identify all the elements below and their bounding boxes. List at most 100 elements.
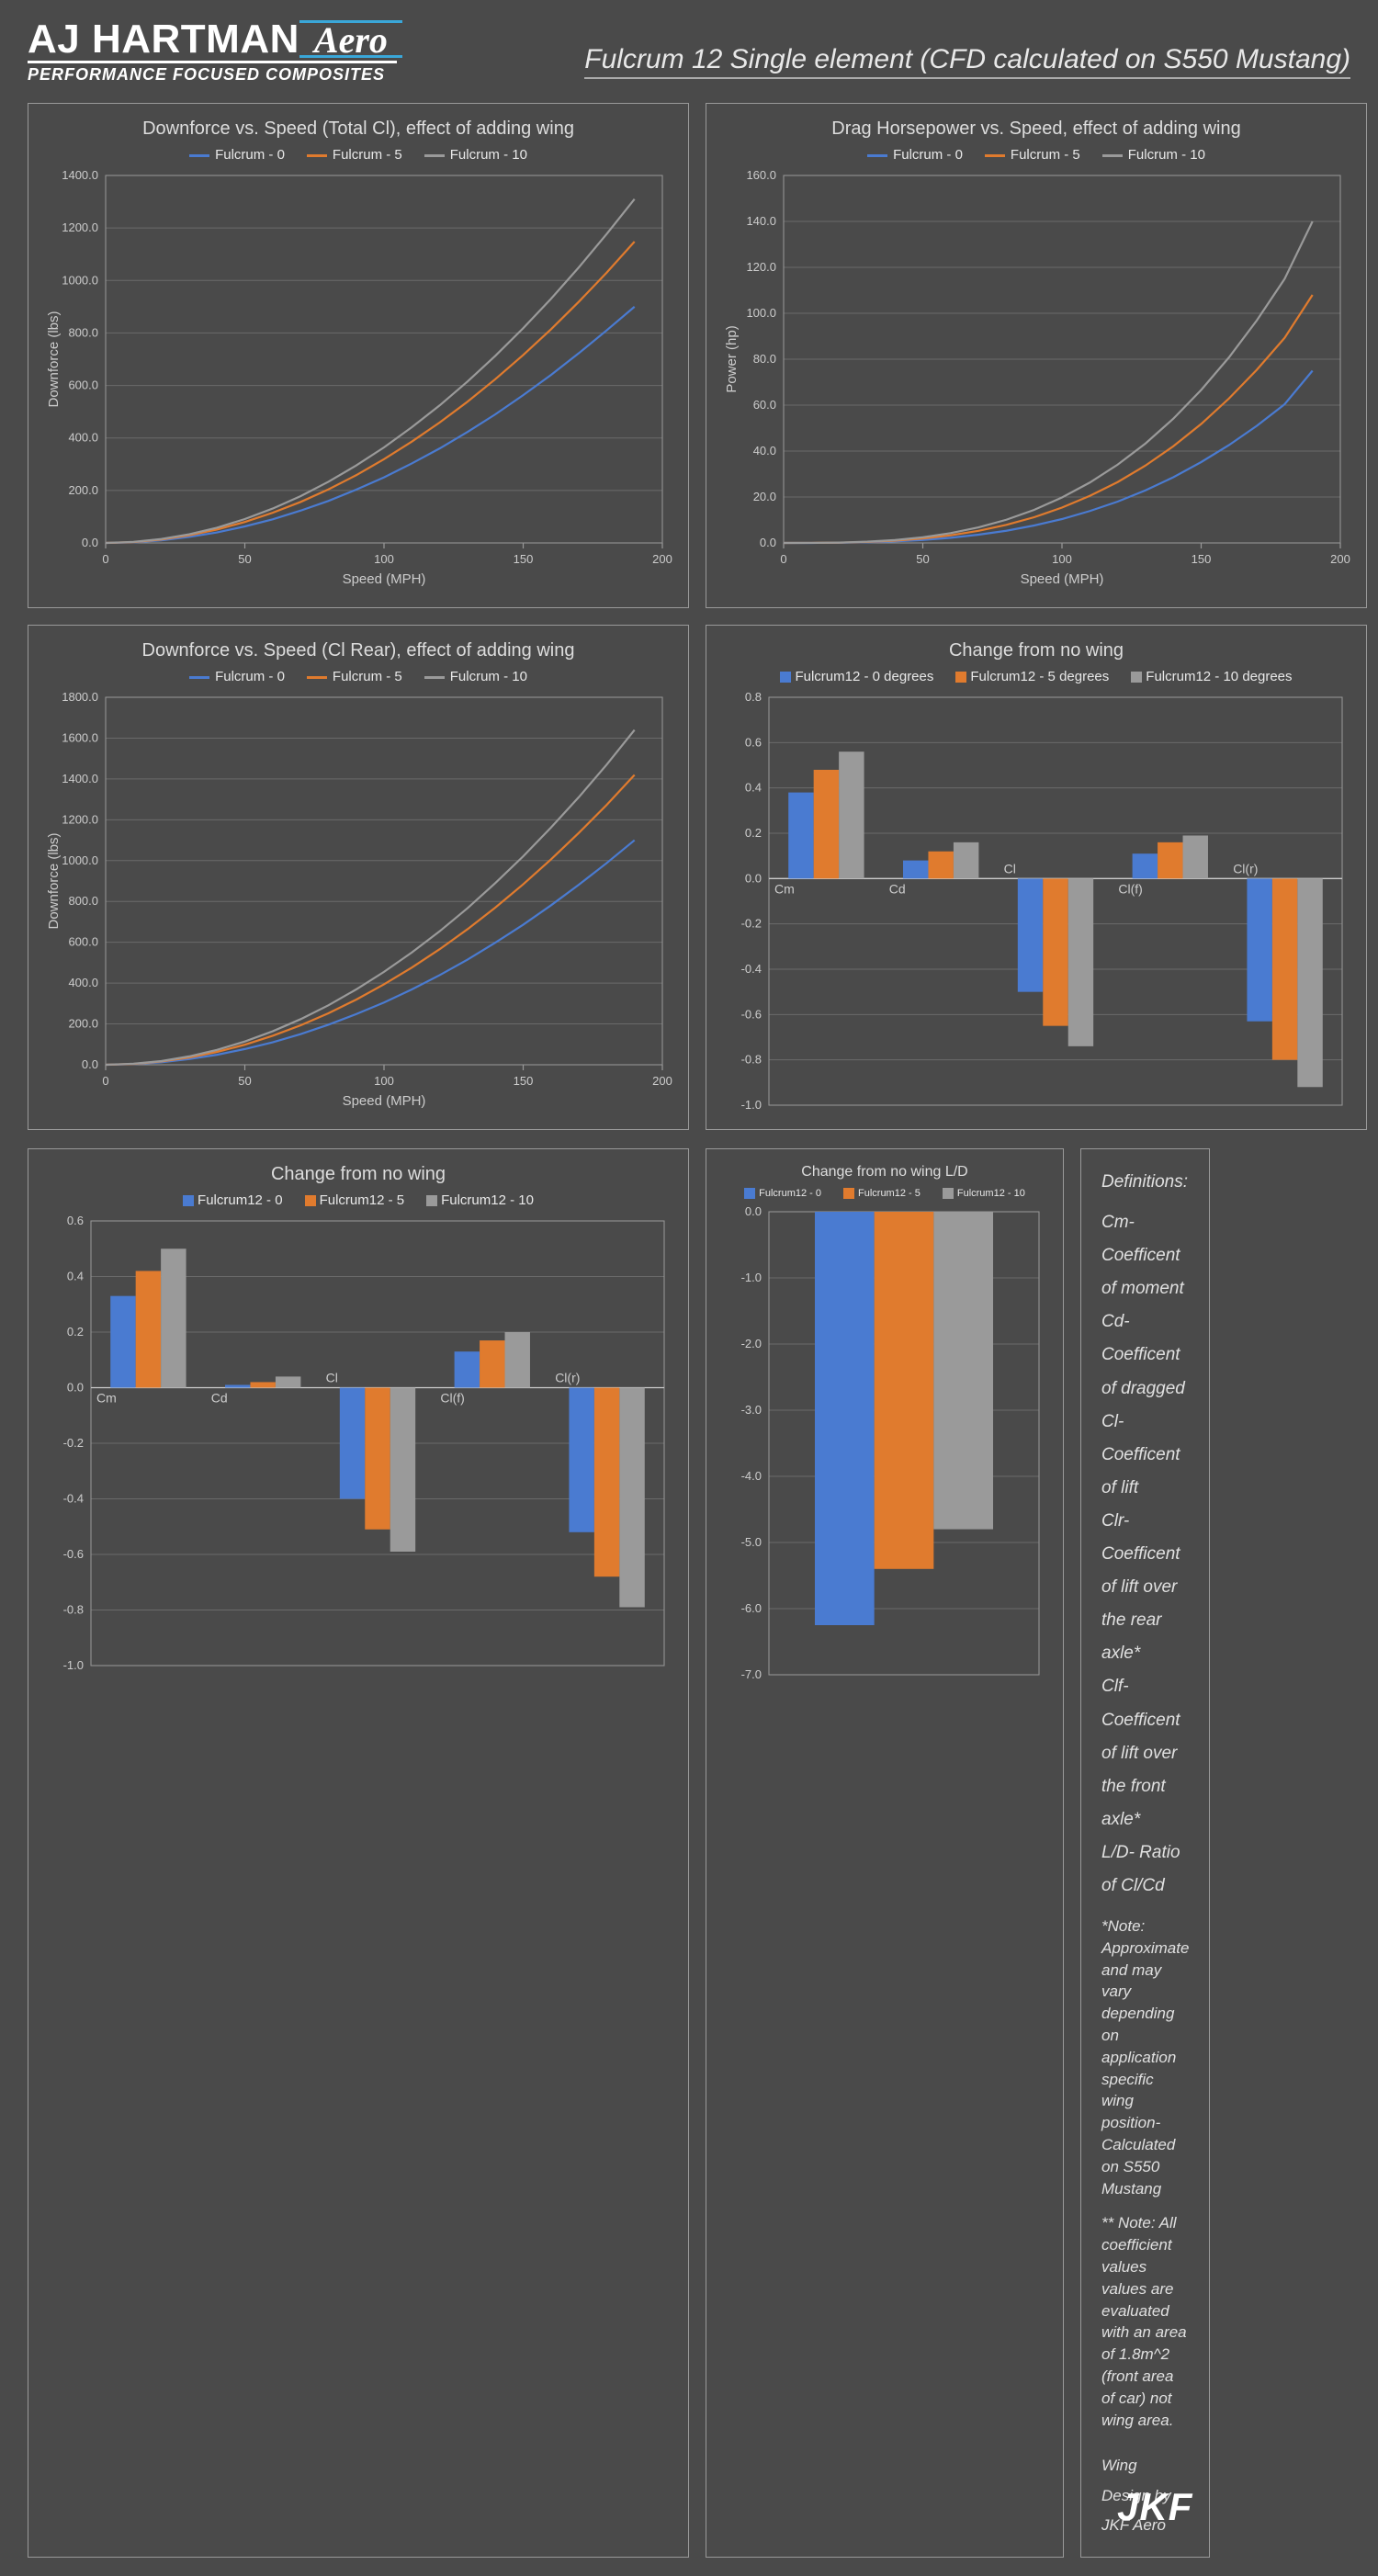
svg-text:40.0: 40.0 [753, 444, 776, 458]
svg-text:200: 200 [652, 1074, 672, 1088]
svg-text:0: 0 [102, 1074, 108, 1088]
svg-text:Cl(r): Cl(r) [1233, 861, 1258, 876]
chart-title: Change from no wing [719, 640, 1353, 661]
svg-text:200: 200 [1330, 552, 1350, 566]
svg-text:Cl: Cl [1004, 861, 1016, 876]
svg-text:0.2: 0.2 [67, 1325, 84, 1339]
svg-text:Speed (MPH): Speed (MPH) [343, 571, 426, 587]
svg-text:80.0: 80.0 [753, 352, 776, 366]
svg-text:20.0: 20.0 [753, 490, 776, 503]
svg-text:Cl(f): Cl(f) [1118, 881, 1142, 896]
svg-text:160.0: 160.0 [746, 170, 776, 182]
svg-text:0.4: 0.4 [67, 1270, 84, 1283]
svg-text:800.0: 800.0 [68, 894, 98, 908]
svg-text:Cl(r): Cl(r) [555, 1371, 580, 1385]
svg-text:-0.2: -0.2 [741, 917, 762, 931]
svg-text:150: 150 [514, 1074, 534, 1088]
svg-text:0.0: 0.0 [745, 1206, 762, 1218]
chart-legend: Fulcrum - 0Fulcrum - 5Fulcrum - 10 [41, 147, 675, 163]
svg-text:-4.0: -4.0 [741, 1469, 762, 1483]
chart-legend: Fulcrum - 0Fulcrum - 5Fulcrum - 10 [719, 147, 1353, 163]
svg-text:1000.0: 1000.0 [62, 853, 98, 867]
svg-text:-1.0: -1.0 [741, 1271, 762, 1284]
svg-text:-0.6: -0.6 [63, 1547, 84, 1561]
svg-text:600.0: 600.0 [68, 935, 98, 949]
svg-text:400.0: 400.0 [68, 431, 98, 445]
svg-text:0.2: 0.2 [745, 826, 762, 840]
chart-legend: Fulcrum12 - 0Fulcrum12 - 5Fulcrum12 - 10 [719, 1188, 1050, 1199]
svg-text:-1.0: -1.0 [741, 1098, 762, 1112]
definition-item: Clr- Coefficent of lift over the rear ax… [1101, 1505, 1189, 1670]
svg-text:1400.0: 1400.0 [62, 170, 98, 182]
svg-text:200: 200 [652, 552, 672, 566]
svg-text:Speed (MPH): Speed (MPH) [343, 1093, 426, 1109]
svg-text:0.0: 0.0 [82, 1057, 98, 1071]
svg-text:1800.0: 1800.0 [62, 692, 98, 704]
svg-text:-0.2: -0.2 [63, 1436, 84, 1450]
logo-sub: PERFORMANCE FOCUSED COMPOSITES [28, 61, 397, 85]
svg-text:-6.0: -6.0 [741, 1601, 762, 1615]
svg-text:-3.0: -3.0 [741, 1403, 762, 1417]
chart-drag-hp: Drag Horsepower vs. Speed, effect of add… [706, 103, 1367, 608]
svg-text:Cd: Cd [211, 1391, 228, 1406]
definitions-heading: Definitions: [1101, 1166, 1189, 1199]
definition-item: Cd- Coefficent of dragged [1101, 1305, 1189, 1405]
definitions-note-2: ** Note: All coefficient values values a… [1101, 2212, 1189, 2431]
jkf-logo: JKF [1117, 2470, 1192, 2544]
svg-text:Cm: Cm [96, 1391, 117, 1406]
chart-title: Downforce vs. Speed (Total Cl), effect o… [41, 119, 675, 140]
definition-item: Cl- Coefficent of lift [1101, 1406, 1189, 1505]
chart-downforce-rear: Downforce vs. Speed (Cl Rear), effect of… [28, 625, 689, 1130]
svg-text:-0.4: -0.4 [741, 962, 762, 976]
svg-text:60.0: 60.0 [753, 398, 776, 412]
svg-text:50: 50 [916, 552, 929, 566]
logo-main: AJ HARTMAN [28, 17, 299, 62]
bar-change-from-no-wing-1: Change from no wing Fulcrum12 - 0 degree… [706, 625, 1367, 1130]
svg-text:100: 100 [374, 1074, 394, 1088]
svg-text:140.0: 140.0 [746, 214, 776, 228]
svg-text:0.6: 0.6 [67, 1215, 84, 1227]
definition-item: Cm- Coefficent of moment [1101, 1206, 1189, 1305]
chart-legend: Fulcrum - 0Fulcrum - 5Fulcrum - 10 [41, 669, 675, 684]
svg-text:100: 100 [374, 552, 394, 566]
svg-text:-0.8: -0.8 [63, 1603, 84, 1617]
logo-aero: Aero [305, 18, 397, 62]
chart-title: Change from no wing [41, 1164, 675, 1185]
chart-legend: Fulcrum12 - 0 degreesFulcrum12 - 5 degre… [719, 669, 1353, 684]
svg-text:200.0: 200.0 [68, 1017, 98, 1031]
svg-text:0.6: 0.6 [745, 735, 762, 749]
svg-text:Downforce (lbs): Downforce (lbs) [46, 832, 62, 929]
bar-change-ld: Change from no wing L/D Fulcrum12 - 0Ful… [706, 1148, 1064, 2558]
definitions-note-1: *Note: Approximate and may vary dependin… [1101, 1915, 1189, 2199]
definition-item: L/D- Ratio of Cl/Cd [1101, 1836, 1189, 1903]
svg-text:-7.0: -7.0 [741, 1667, 762, 1681]
definition-item: Clf- Coefficent of lift over the front a… [1101, 1670, 1189, 1836]
svg-text:150: 150 [514, 552, 534, 566]
svg-text:-0.4: -0.4 [63, 1492, 84, 1506]
svg-text:Power (hp): Power (hp) [724, 325, 740, 392]
svg-text:Downforce (lbs): Downforce (lbs) [46, 311, 62, 407]
svg-text:50: 50 [238, 1074, 251, 1088]
svg-text:Speed (MPH): Speed (MPH) [1021, 571, 1104, 587]
svg-text:200.0: 200.0 [68, 483, 98, 497]
logo-block: AJ HARTMAN Aero PERFORMANCE FOCUSED COMP… [28, 17, 397, 85]
page-title: Fulcrum 12 Single element (CFD calculate… [584, 44, 1350, 79]
svg-text:120.0: 120.0 [746, 260, 776, 274]
svg-text:Cm: Cm [774, 881, 795, 896]
svg-text:0.8: 0.8 [745, 692, 762, 704]
svg-text:Cd: Cd [889, 881, 906, 896]
definitions-panel: Definitions: Cm- Coefficent of momentCd-… [1080, 1148, 1210, 2558]
svg-text:0.0: 0.0 [745, 871, 762, 885]
svg-text:150: 150 [1192, 552, 1212, 566]
svg-text:600.0: 600.0 [68, 378, 98, 392]
header: AJ HARTMAN Aero PERFORMANCE FOCUSED COMP… [0, 0, 1378, 94]
svg-text:1200.0: 1200.0 [62, 220, 98, 234]
svg-text:100: 100 [1052, 552, 1072, 566]
svg-text:0.4: 0.4 [745, 781, 762, 795]
svg-text:1400.0: 1400.0 [62, 772, 98, 785]
svg-text:50: 50 [238, 552, 251, 566]
svg-text:0.0: 0.0 [760, 536, 776, 549]
svg-text:-2.0: -2.0 [741, 1337, 762, 1350]
svg-text:800.0: 800.0 [68, 325, 98, 339]
svg-text:0.0: 0.0 [82, 536, 98, 549]
